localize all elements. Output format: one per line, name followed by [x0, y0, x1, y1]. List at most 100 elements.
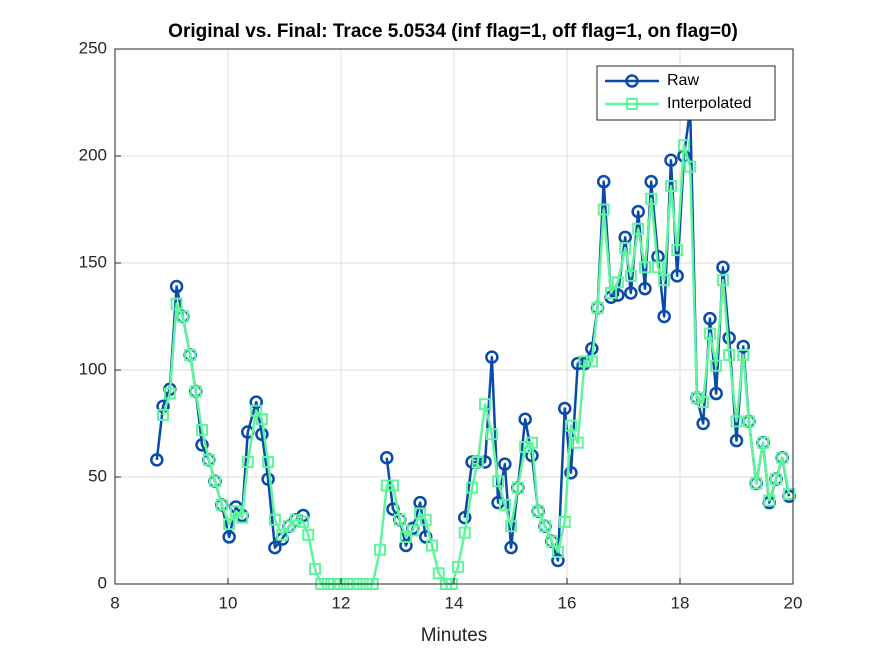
marker — [425, 539, 438, 552]
marker — [677, 139, 690, 152]
marker — [658, 274, 671, 287]
marker — [380, 450, 394, 465]
marker — [783, 488, 796, 501]
marker — [479, 398, 492, 411]
marker — [189, 385, 202, 398]
marker — [504, 540, 518, 555]
marker — [150, 453, 164, 467]
marker — [511, 481, 524, 494]
marker — [196, 423, 209, 436]
marker — [184, 349, 197, 362]
marker — [624, 269, 637, 282]
marker — [157, 408, 170, 421]
marker — [261, 472, 275, 486]
x-tick-label: 8 — [110, 593, 119, 612]
marker — [716, 260, 730, 275]
marker — [638, 261, 651, 274]
marker — [485, 350, 499, 364]
marker — [229, 505, 242, 518]
marker — [671, 244, 684, 257]
marker — [684, 160, 697, 173]
marker — [302, 528, 315, 541]
marker — [289, 513, 302, 526]
x-tick-label: 12 — [332, 593, 351, 612]
marker — [564, 419, 577, 432]
marker — [458, 526, 471, 539]
marker — [532, 505, 545, 518]
marker — [710, 359, 723, 372]
marker — [664, 153, 678, 168]
marker — [670, 269, 684, 283]
marker — [697, 396, 710, 409]
series-line — [161, 144, 791, 586]
marker — [597, 203, 610, 216]
marker — [215, 498, 228, 511]
marker — [709, 386, 723, 401]
marker — [268, 540, 282, 555]
x-tick-label: 18 — [671, 593, 690, 612]
marker — [169, 279, 184, 294]
marker — [283, 520, 296, 533]
marker — [505, 520, 518, 533]
marker — [723, 349, 736, 362]
marker — [195, 438, 209, 452]
y-tick-label: 100 — [79, 359, 107, 378]
marker — [651, 261, 664, 274]
marker — [255, 427, 269, 441]
marker — [451, 560, 464, 573]
marker — [632, 222, 645, 235]
marker — [202, 453, 215, 466]
marker — [644, 174, 658, 189]
y-tick-label: 250 — [79, 38, 107, 57]
marker — [696, 416, 710, 431]
marker — [478, 455, 492, 469]
x-tick-label: 20 — [784, 593, 803, 612]
marker — [596, 174, 611, 189]
marker — [703, 311, 717, 326]
marker — [276, 528, 289, 541]
y-tick-label: 0 — [98, 573, 107, 592]
marker — [432, 567, 445, 580]
marker — [485, 428, 498, 441]
marker — [729, 433, 744, 448]
marker — [498, 457, 512, 471]
marker — [730, 415, 743, 428]
marker — [558, 515, 571, 528]
marker — [591, 301, 604, 314]
marker — [373, 543, 386, 556]
marker — [222, 530, 236, 544]
marker — [518, 412, 532, 426]
marker — [757, 436, 770, 449]
marker — [545, 535, 558, 548]
marker — [664, 179, 677, 192]
chart-title: Original vs. Final: Trace 5.0534 (inf fl… — [168, 21, 738, 42]
y-tick-label: 50 — [88, 466, 107, 485]
legend-marker — [626, 98, 638, 110]
marker — [763, 494, 776, 507]
marker — [380, 479, 393, 492]
x-axis-label: Minutes — [421, 625, 488, 646]
marker — [297, 515, 310, 528]
marker — [611, 288, 625, 302]
marker — [457, 510, 472, 525]
marker — [399, 530, 412, 543]
y-tick-label: 200 — [79, 145, 107, 164]
marker — [571, 436, 584, 449]
legend-label: Interpolated — [667, 95, 752, 112]
marker — [716, 274, 729, 287]
marker — [624, 286, 638, 300]
marker — [163, 387, 176, 400]
marker — [492, 475, 505, 488]
x-tick-label: 16 — [558, 593, 577, 612]
legend-box — [596, 65, 776, 121]
legend: Raw Interpolated — [596, 65, 776, 121]
marker — [399, 538, 413, 553]
marker — [605, 286, 618, 299]
legend-label: Raw — [667, 72, 699, 89]
marker — [638, 281, 652, 296]
marker — [525, 436, 538, 449]
marker — [578, 355, 591, 368]
marker — [209, 475, 222, 488]
marker — [737, 349, 750, 362]
marker — [176, 310, 189, 323]
